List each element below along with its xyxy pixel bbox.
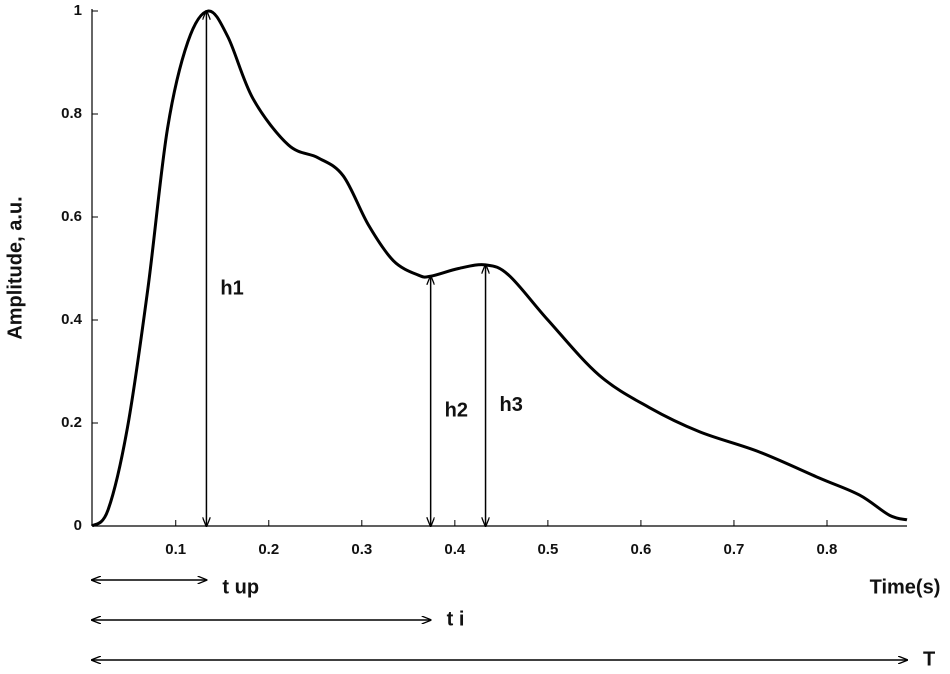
annotation-label: h2 <box>445 399 468 421</box>
x-tick-label: 0.2 <box>258 541 279 558</box>
y-tick-label: 1 <box>74 2 82 19</box>
x-tick-label: 0.8 <box>817 541 838 558</box>
x-tick-label: 0.4 <box>444 541 466 558</box>
annotation-label: h3 <box>500 394 523 416</box>
x-tick-label: 0.3 <box>351 541 372 558</box>
x-tick-label: 0.7 <box>724 541 745 558</box>
x-tick-label: 0.6 <box>630 541 651 558</box>
y-tick-label: 0.4 <box>61 311 83 328</box>
x-axis-label: Time(s) <box>870 576 941 598</box>
interval-label: t i <box>447 608 465 630</box>
y-tick-label: 0.6 <box>61 208 82 225</box>
x-tick-label: 0.5 <box>537 541 558 558</box>
interval-label: T <box>923 648 935 670</box>
annotation-label: h1 <box>220 277 243 299</box>
line-series <box>90 9 908 528</box>
interval-label: t up <box>222 576 259 598</box>
y-tick-label: 0.2 <box>61 414 82 431</box>
y-axis-label: Amplitude, a.u. <box>4 196 26 339</box>
y-tick-label: 0 <box>74 517 82 534</box>
x-tick-label: 0.1 <box>165 541 186 558</box>
y-tick-label: 0.8 <box>61 105 82 122</box>
